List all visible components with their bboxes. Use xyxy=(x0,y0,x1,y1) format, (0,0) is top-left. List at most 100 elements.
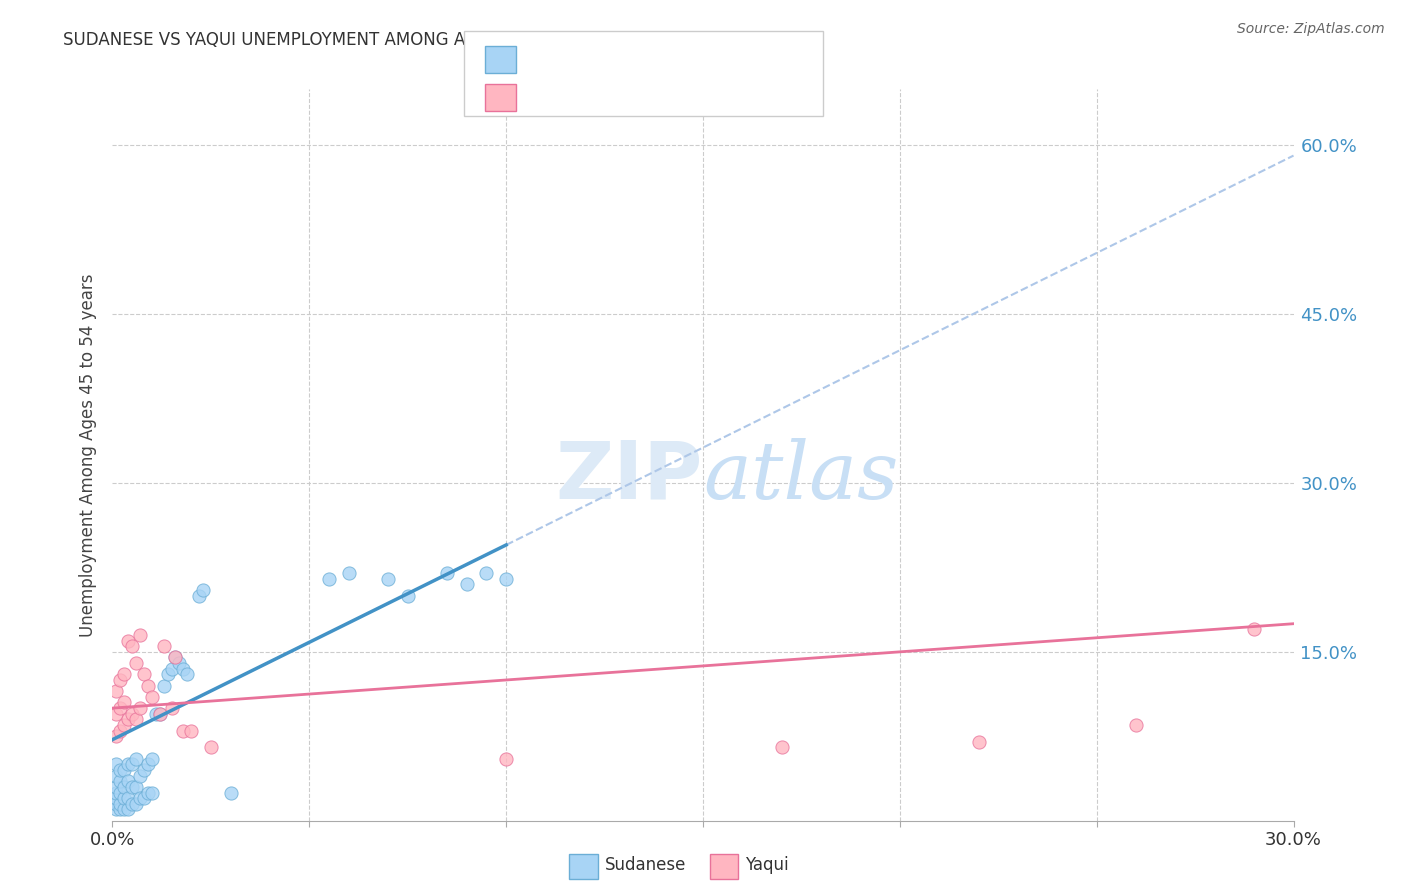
Point xyxy=(180,723,202,738)
Point xyxy=(110,723,132,738)
Point xyxy=(125,656,148,670)
Text: 54: 54 xyxy=(685,51,707,69)
Point xyxy=(176,667,198,681)
Text: N =: N = xyxy=(647,51,686,69)
Point xyxy=(145,706,167,721)
Point xyxy=(110,802,132,816)
Point xyxy=(1125,718,1147,732)
Point xyxy=(337,566,360,580)
Text: Source: ZipAtlas.com: Source: ZipAtlas.com xyxy=(1237,22,1385,37)
Point xyxy=(105,785,128,799)
Point xyxy=(129,791,152,805)
Point xyxy=(110,673,132,687)
Point xyxy=(112,780,135,794)
Point xyxy=(165,650,187,665)
Point xyxy=(121,639,143,653)
Point xyxy=(191,582,214,597)
Point xyxy=(169,656,191,670)
Point xyxy=(105,769,128,783)
Text: N =: N = xyxy=(647,88,686,106)
Point xyxy=(105,780,128,794)
Point xyxy=(112,763,135,777)
Point xyxy=(112,802,135,816)
Point xyxy=(117,633,139,648)
Point xyxy=(110,785,132,799)
Point xyxy=(770,740,793,755)
Point xyxy=(141,752,163,766)
Point xyxy=(149,706,172,721)
Point xyxy=(112,718,135,732)
Point xyxy=(117,791,139,805)
Point xyxy=(121,706,143,721)
Point xyxy=(200,740,222,755)
Point xyxy=(105,706,128,721)
Point xyxy=(165,650,187,665)
Point xyxy=(436,566,458,580)
Point xyxy=(377,572,399,586)
Point xyxy=(117,757,139,772)
Point xyxy=(121,780,143,794)
Point xyxy=(495,752,517,766)
Text: Yaqui: Yaqui xyxy=(745,856,789,874)
Text: Sudanese: Sudanese xyxy=(605,856,686,874)
Point xyxy=(105,684,128,698)
Point xyxy=(495,572,517,586)
Point xyxy=(105,802,128,816)
Point xyxy=(160,701,183,715)
Point xyxy=(125,780,148,794)
Point xyxy=(152,639,174,653)
Point xyxy=(117,712,139,726)
Point xyxy=(141,690,163,704)
Text: atlas: atlas xyxy=(703,438,898,516)
Text: SUDANESE VS YAQUI UNEMPLOYMENT AMONG AGES 45 TO 54 YEARS CORRELATION CHART: SUDANESE VS YAQUI UNEMPLOYMENT AMONG AGE… xyxy=(63,31,824,49)
Point xyxy=(136,679,159,693)
Point xyxy=(117,802,139,816)
Point xyxy=(110,797,132,811)
Point xyxy=(136,757,159,772)
Point xyxy=(1243,623,1265,637)
Point xyxy=(110,701,132,715)
Point xyxy=(318,572,340,586)
Point xyxy=(112,791,135,805)
Point xyxy=(967,735,990,749)
Point xyxy=(121,797,143,811)
Point xyxy=(112,667,135,681)
Point xyxy=(219,785,242,799)
Point xyxy=(125,797,148,811)
Point xyxy=(132,791,155,805)
Point xyxy=(132,763,155,777)
Text: 0.109: 0.109 xyxy=(569,88,620,106)
Text: R =: R = xyxy=(527,51,567,69)
Point xyxy=(160,662,183,676)
Point xyxy=(156,667,179,681)
Point xyxy=(129,701,152,715)
Point xyxy=(152,679,174,693)
Point xyxy=(188,589,211,603)
Text: ZIP: ZIP xyxy=(555,438,703,516)
Point xyxy=(105,797,128,811)
Point xyxy=(112,696,135,710)
Point xyxy=(117,774,139,789)
Point xyxy=(129,628,152,642)
Y-axis label: Unemployment Among Ages 45 to 54 years: Unemployment Among Ages 45 to 54 years xyxy=(79,273,97,637)
Text: 32: 32 xyxy=(685,88,707,106)
Point xyxy=(396,589,419,603)
Point xyxy=(456,577,478,591)
Point xyxy=(105,791,128,805)
Point xyxy=(125,752,148,766)
Point xyxy=(172,662,194,676)
Point xyxy=(110,774,132,789)
Point xyxy=(136,785,159,799)
Point xyxy=(475,566,498,580)
Point xyxy=(125,712,148,726)
Point xyxy=(149,706,172,721)
Point xyxy=(141,785,163,799)
Text: R =: R = xyxy=(527,88,567,106)
Point xyxy=(172,723,194,738)
Point xyxy=(121,757,143,772)
Text: 0.590: 0.590 xyxy=(569,51,620,69)
Point xyxy=(129,769,152,783)
Point xyxy=(132,667,155,681)
Point xyxy=(110,763,132,777)
Point xyxy=(105,757,128,772)
